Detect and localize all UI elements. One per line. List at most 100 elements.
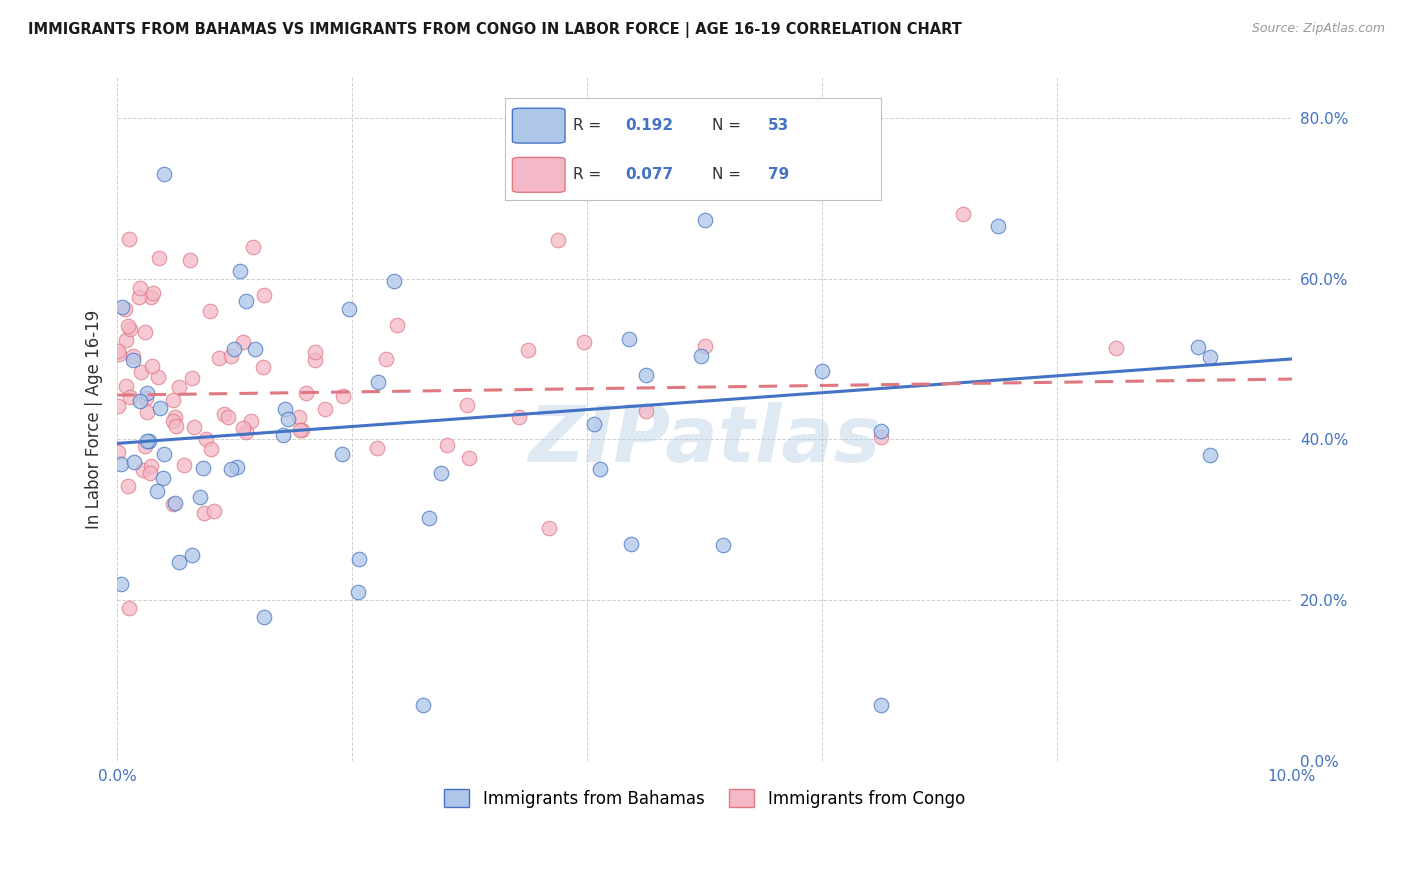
Point [869,430,891,444]
Point [277,411,299,425]
Point [634,403,657,417]
Point [219,461,242,475]
Point [274,402,297,417]
Point [167,555,190,569]
Point [288,424,311,438]
Point [111,300,134,314]
Point [418,511,440,525]
Point [162,414,184,428]
Legend: Immigrants from Bahamas, Immigrants from Congo: Immigrants from Bahamas, Immigrants from… [437,783,972,814]
Point [114,334,136,348]
Point [314,402,336,417]
Point [146,370,169,384]
Point [456,398,478,412]
Text: Source: ZipAtlas.com: Source: ZipAtlas.com [1251,22,1385,36]
Text: ZIPatlas: ZIPatlas [529,401,880,478]
Point [139,458,162,473]
Point [193,506,215,520]
Point [239,414,262,428]
Point [148,251,170,265]
Point [117,318,139,333]
Point [229,264,252,278]
Point [122,455,145,469]
Point [430,467,453,481]
Point [711,538,734,552]
Point [131,463,153,477]
Point [153,447,176,461]
Point [987,219,1010,234]
Point [382,274,405,288]
Point [952,207,974,221]
Point [162,497,184,511]
Point [589,462,612,476]
Point [222,342,245,356]
Point [134,326,156,340]
Point [1105,341,1128,355]
Point [191,461,214,475]
Point [214,407,236,421]
Point [243,342,266,356]
Text: IMMIGRANTS FROM BAHAMAS VS IMMIGRANTS FROM CONGO IN LABOR FORCE | AGE 16-19 CORR: IMMIGRANTS FROM BAHAMAS VS IMMIGRANTS FR… [28,22,962,38]
Point [180,371,202,385]
Point [235,294,257,309]
Point [436,438,458,452]
Point [198,304,221,318]
Point [253,610,276,624]
Point [107,344,129,359]
Point [141,359,163,373]
Point [153,167,176,181]
Point [1187,340,1209,354]
Point [347,551,370,566]
Point [232,421,254,435]
Point [290,423,312,437]
Point [375,351,398,366]
Point [122,350,145,364]
Point [138,467,160,481]
Point [107,399,129,413]
Point [242,240,264,254]
Point [173,458,195,473]
Point [337,302,360,317]
Point [200,442,222,457]
Point [304,344,326,359]
Y-axis label: In Labor Force | Age 16-19: In Labor Force | Age 16-19 [86,310,103,529]
Point [508,409,530,424]
Point [195,432,218,446]
Point [869,424,891,438]
Point [226,460,249,475]
Point [458,450,481,465]
Point [179,253,201,268]
Point [122,353,145,368]
Point [118,601,141,615]
Point [811,364,834,378]
Point [141,290,163,304]
Point [693,339,716,353]
Point [367,375,389,389]
Point [165,410,187,425]
Point [208,351,231,366]
Point [693,213,716,227]
Point [690,349,713,363]
Point [108,347,131,361]
Point [252,360,274,375]
Point [128,290,150,304]
Point [117,479,139,493]
Point [135,391,157,405]
Point [165,419,187,434]
Point [134,439,156,453]
Point [219,349,242,363]
Point [288,409,311,424]
Point [547,234,569,248]
Point [118,390,141,404]
Point [232,334,254,349]
Point [138,434,160,448]
Point [366,441,388,455]
Point [412,698,434,712]
Point [152,470,174,484]
Point [142,286,165,301]
Point [129,365,152,379]
Point [167,380,190,394]
Point [332,389,354,403]
Point [128,281,150,295]
Point [114,301,136,316]
